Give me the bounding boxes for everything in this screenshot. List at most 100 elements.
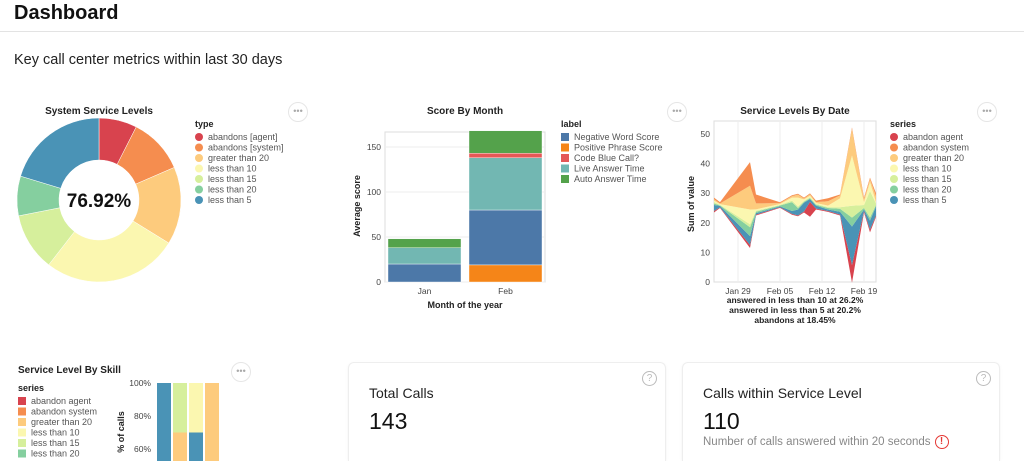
legend-title: series <box>18 383 44 393</box>
x-axis-label: Month of the year <box>427 300 502 310</box>
help-icon[interactable]: ? <box>642 371 657 386</box>
card-label: Calls within Service Level <box>703 385 862 401</box>
legend-label: greater than 20 <box>903 153 964 163</box>
service-level-card: ? Calls within Service Level 110 Number … <box>682 362 1000 461</box>
chart-menu-button[interactable]: ••• <box>231 362 251 382</box>
area-series <box>714 198 876 265</box>
legend-swatch <box>18 418 26 426</box>
donut-center-value: 76.92% <box>67 191 132 212</box>
legend-swatch <box>890 196 898 204</box>
legend-label: abandon agent <box>903 132 964 142</box>
x-tick-label: Feb 19 <box>851 286 878 296</box>
description-text: Number of calls answered within 20 secon… <box>703 436 931 449</box>
x-tick-label: Feb <box>498 286 513 296</box>
bar-segment <box>468 130 543 154</box>
chart-title: Score By Month <box>427 106 503 117</box>
legend-label: Code Blue Call? <box>574 153 639 163</box>
chart-annotation: abandons at 18.45% <box>754 315 836 325</box>
warning-icon[interactable]: ! <box>934 435 949 449</box>
legend-label: abandon system <box>31 407 97 417</box>
area-series <box>714 155 876 225</box>
bar-segment <box>189 432 203 461</box>
card-label: Total Calls <box>369 385 434 401</box>
chart-title: System Service Levels <box>45 106 153 117</box>
chart-menu-button[interactable]: ••• <box>977 102 997 122</box>
y-tick-label: 100 <box>367 187 381 197</box>
legend-swatch <box>195 164 203 173</box>
y-tick-label: 50 <box>372 232 382 242</box>
bar-segment <box>468 264 543 283</box>
legend-swatch <box>18 407 26 416</box>
x-tick-label: Feb 12 <box>809 286 836 296</box>
area-series <box>714 128 876 210</box>
bar-segment <box>205 383 219 461</box>
legend-swatch <box>890 154 898 162</box>
bar-segment <box>173 383 187 433</box>
legend-label: less than 20 <box>208 185 257 195</box>
y-axis-label: % of calls <box>116 411 126 453</box>
legend-swatch <box>890 185 898 194</box>
bar-segment <box>387 247 462 265</box>
card-description: Number of calls answered within 20 secon… <box>703 435 949 449</box>
legend-label: less than 20 <box>31 449 80 459</box>
y-tick-label: 150 <box>367 142 381 152</box>
legend-swatch <box>561 133 569 141</box>
legend-swatch <box>195 143 203 152</box>
legend-swatch <box>18 428 26 437</box>
chart-annotation: answered in less than 5 at 20.2% <box>729 305 861 315</box>
legend-title: type <box>195 119 214 129</box>
legend-swatch <box>18 397 26 405</box>
legend-label: abandons [agent] <box>208 132 278 142</box>
help-icon[interactable]: ? <box>976 371 991 386</box>
legend-label: greater than 20 <box>31 417 92 427</box>
legend-title: label <box>561 119 582 129</box>
bar-segment <box>189 383 203 433</box>
bar-segment <box>157 383 171 461</box>
card-value: 143 <box>369 408 408 434</box>
y-tick-label: 10 <box>701 247 711 257</box>
legend-label: Positive Phrase Score <box>574 143 663 153</box>
bar-segment <box>468 153 543 159</box>
page-subtitle: Key call center metrics within last 30 d… <box>14 52 283 68</box>
legend-swatch <box>195 185 203 194</box>
legend-swatch <box>890 133 898 141</box>
bar-segment <box>387 263 462 283</box>
y-tick-label: 50 <box>701 129 711 139</box>
legend-swatch <box>561 164 569 173</box>
legend-label: less than 10 <box>208 164 257 174</box>
legend-label: less than 10 <box>31 428 80 438</box>
y-axis-label: Sum of value <box>686 176 696 232</box>
legend-swatch <box>195 154 203 162</box>
area-series <box>714 198 876 237</box>
legend-label: less than 15 <box>903 174 952 184</box>
chart-menu-button[interactable]: ••• <box>667 102 687 122</box>
header-bar <box>0 0 1024 32</box>
legend-label: Auto Answer Time <box>574 174 647 184</box>
legend-swatch <box>18 449 26 458</box>
legend-label: less than 10 <box>903 164 952 174</box>
legend-swatch <box>890 175 898 183</box>
x-tick-label: Feb 05 <box>767 286 794 296</box>
legend-label: less than 15 <box>31 438 80 448</box>
legend-swatch <box>195 175 203 183</box>
chart-menu-button[interactable]: ••• <box>288 102 308 122</box>
legend-swatch <box>195 133 203 141</box>
chart-title: Service Level By Skill <box>18 365 121 376</box>
bar-segment <box>387 238 462 249</box>
area-series <box>714 201 876 283</box>
y-tick-label: 100% <box>129 378 151 388</box>
legend-swatch <box>195 196 203 204</box>
bar-segment <box>173 432 187 461</box>
legend-swatch <box>561 175 569 183</box>
y-tick-label: 0 <box>376 277 381 287</box>
legend-swatch <box>890 143 898 152</box>
legend-swatch <box>890 164 898 173</box>
chart-title: Service Levels By Date <box>740 106 850 117</box>
legend-swatch <box>561 154 569 162</box>
legend-label: Live Answer Time <box>574 164 645 174</box>
x-tick-label: Jan 29 <box>725 286 751 296</box>
area-series <box>714 127 876 204</box>
card-value: 110 <box>703 408 740 434</box>
page-title: Dashboard <box>14 2 119 24</box>
